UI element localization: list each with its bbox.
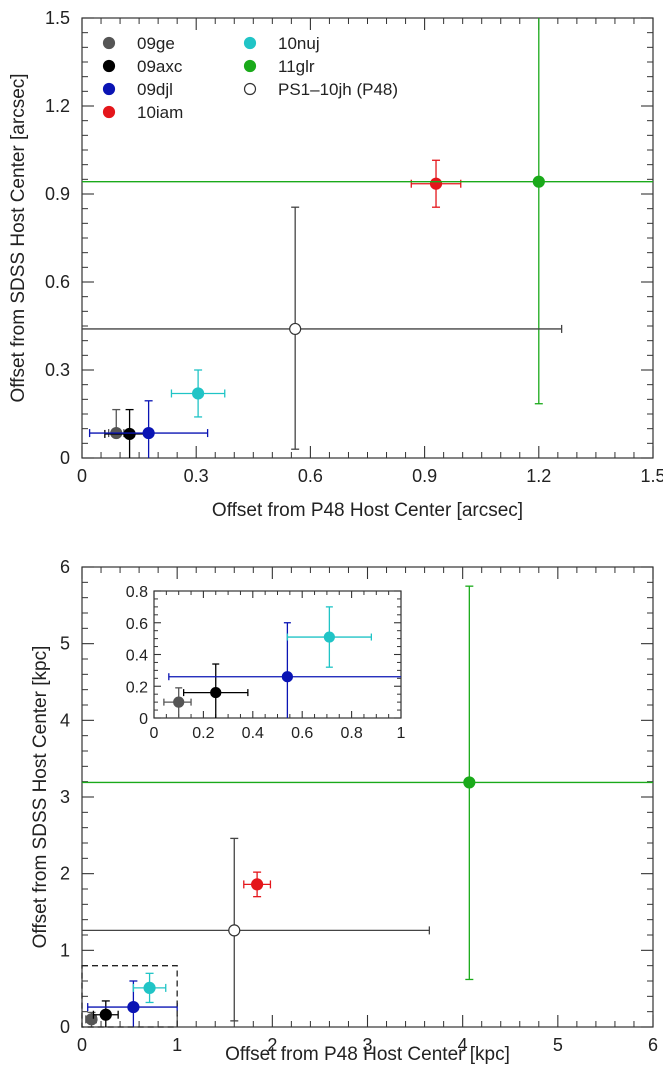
inset-x-tick-label: 0.6 [291,725,313,742]
x-tick-label: 0.6 [298,466,323,486]
y-tick-label: 2 [60,864,70,884]
legend-label-10nuj: 10nuj [278,34,320,53]
y-tick-label: 1 [60,940,70,960]
bottom-panel: 0 1 2 3 4 5 6 0 1 2 3 4 5 6 Offset from P48 Host Cente… [30,557,658,1065]
legend-label-09axc: 09axc [137,57,183,76]
legend-marker-09djl [102,82,116,96]
inset-x-tick-label: 0.8 [340,725,362,742]
data-point-09axc [99,1008,112,1021]
top-panel: 0 0.3 0.6 0.9 1.2 1.5 0 0.3 0.6 0.9 1.2 1.5 Offset f… [8,8,663,521]
y-tick-label: 5 [60,634,70,654]
legend-label-10iam: 10iam [137,103,183,122]
inset-x-tick-label: 1 [397,725,406,742]
y-tick-label: 6 [60,557,70,577]
data-point-ps1-10jh-p48- [289,322,302,336]
y-axis-label: Offset from SDSS Host Center [arcsec] [8,73,29,402]
x-tick-label: 3 [362,1035,372,1055]
data-point-09djl [127,1000,140,1014]
legend-label-ps1-10jh-p48-: PS1–10jh (P48) [278,80,398,99]
legend-marker-10iam [102,105,116,119]
inset-y-tick-label: 0.6 [126,616,148,633]
legend-marker-10nuj [243,36,257,50]
x-tick-label: 1.5 [640,466,663,486]
legend-marker-09ge [102,36,116,50]
y-tick-label: 3 [60,787,70,807]
y-tick-label: 4 [60,710,70,730]
y-tick-label: 1.5 [45,8,70,28]
data-point-09ge [173,696,185,708]
data-point-09ge [85,1013,98,1026]
data-point-10iam [429,177,443,190]
x-axis-label: Offset from P48 Host Center [kpc] [225,1044,510,1065]
legend-label-11glr: 11glr [278,57,315,76]
data-point-10nuj [143,981,156,995]
data-point-09axc [210,686,222,699]
inset-y-tick-label: 0.2 [126,679,148,696]
data-point-09djl [142,426,155,440]
x-tick-label: 6 [648,1035,658,1055]
x-tick-label: 0.3 [184,466,209,486]
data-point-10nuj [323,631,335,643]
x-axis-label: Offset from P48 Host Center [arcsec] [212,500,523,521]
data-point-11glr [532,175,545,188]
legend-label-09ge: 09ge [137,34,175,53]
legend-marker-ps1-10jh-p48- [243,82,257,96]
inset-background [154,591,401,718]
data-point-11glr [463,776,476,789]
zoom-region-box [81,965,178,1028]
data-point-09djl [281,671,293,683]
data-point-10iam [251,878,264,891]
inset-y-tick-label: 0.4 [126,648,148,665]
legend-marker-11glr [243,59,257,73]
y-tick-label: 0 [60,1017,70,1037]
inset-x-tick-label: 0.2 [192,725,214,742]
x-tick-label: 0 [77,466,87,486]
inset-y-tick-label: 0.8 [126,584,148,601]
data-point-ps1-10jh-p48- [228,924,241,937]
inset-x-tick-label: 0.4 [242,725,264,742]
x-tick-label: 1 [172,1035,182,1055]
legend-label-09djl: 09djl [137,80,173,99]
x-tick-label: 0 [77,1035,87,1055]
data-point-10nuj [192,387,205,400]
inset-y-tick-label: 0 [139,711,148,728]
data-point-09axc [123,427,136,441]
y-tick-label: 1.2 [45,96,70,116]
x-tick-label: 0.9 [412,466,437,486]
y-tick-label: 0.3 [45,360,70,380]
x-tick-label: 1.2 [526,466,551,486]
inset-x-tick-label: 0 [150,725,159,742]
x-tick-label: 5 [553,1035,563,1055]
y-tick-label: 0.6 [45,272,70,292]
y-tick-label: 0.9 [45,184,70,204]
legend-marker-09axc [102,59,116,73]
y-tick-label: 0 [60,448,70,468]
x-tick-label: 4 [458,1035,468,1055]
y-axis-label: Offset from SDSS Host Center [kpc] [30,646,51,949]
x-tick-label: 2 [267,1035,277,1055]
